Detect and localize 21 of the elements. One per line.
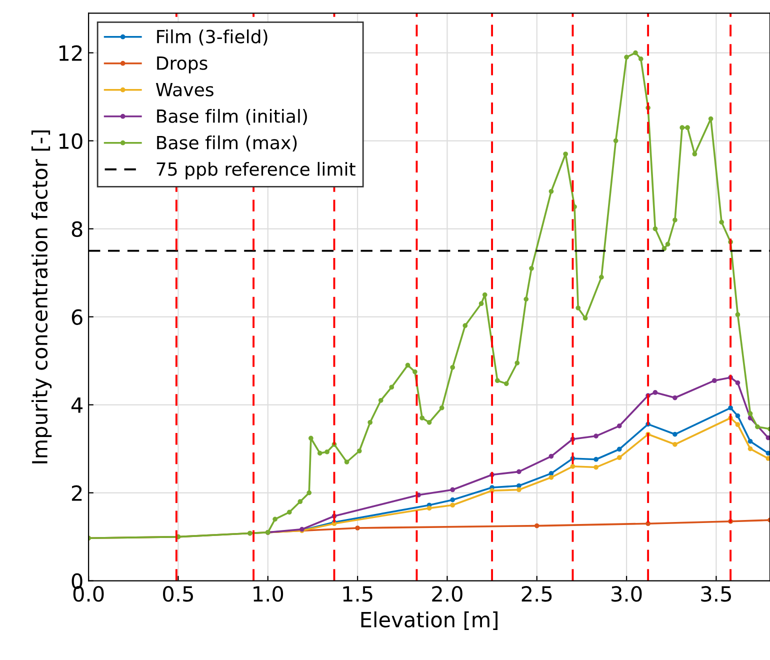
x-tick-label: 2.0 [432, 586, 462, 602]
y-tick-label: 2 [72, 485, 82, 501]
y-axis-title: Impurity concentration factor [-] [31, 130, 52, 464]
x-tick-label: 3.5 [701, 586, 731, 602]
legend-label: Base film (max) [157, 135, 297, 152]
x-tick-label: 3.0 [612, 586, 642, 602]
x-tick-label: 2.5 [522, 586, 552, 602]
y-tick-label: 4 [71, 398, 83, 413]
x-tick-label: 1.0 [254, 586, 284, 602]
legend-label: Drops [157, 56, 208, 74]
legend-label: 75 ppb reference limit [156, 162, 356, 180]
legend-label: Waves [156, 83, 214, 96]
x-tick-label: 0.5 [163, 586, 193, 602]
legend-label: Base film (initial) [157, 108, 307, 126]
x-tick-label: 1.5 [343, 586, 372, 602]
legend-label: Film (3-field) [157, 29, 268, 46]
y-tick-label: 10 [59, 133, 82, 150]
y-tick-label: 8 [72, 221, 82, 238]
x-axis-title: Elevation [m] [361, 611, 498, 630]
y-tick-label: 12 [59, 45, 82, 61]
y-tick-label: 6 [72, 309, 82, 326]
